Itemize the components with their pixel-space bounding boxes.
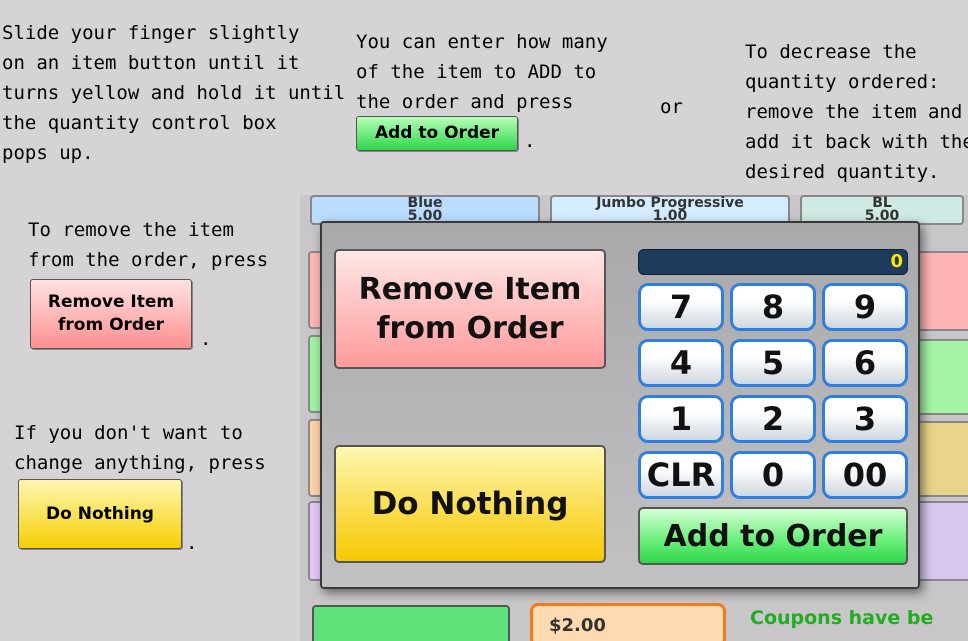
key-00[interactable]: 00: [822, 451, 908, 499]
key-5[interactable]: 5: [730, 339, 816, 387]
key-4[interactable]: 4: [638, 339, 724, 387]
example-remove-item-button: Remove Item from Order: [30, 279, 192, 349]
key-1[interactable]: 1: [638, 395, 724, 443]
period: .: [186, 532, 198, 554]
key-clr[interactable]: CLR: [638, 451, 724, 499]
key-8[interactable]: 8: [730, 283, 816, 331]
key-9[interactable]: 9: [822, 283, 908, 331]
period: .: [200, 328, 212, 350]
quantity-display: 0: [638, 249, 908, 275]
item-tile-right-green[interactable]: [916, 339, 968, 415]
remove-item-button[interactable]: Remove Item from Order: [334, 249, 606, 369]
key-6[interactable]: 6: [822, 339, 908, 387]
nothing-instruction: If you don't want to change anything, pr…: [14, 422, 266, 474]
key-2[interactable]: 2: [730, 395, 816, 443]
item-tile-bl[interactable]: BL 5.00: [800, 195, 964, 225]
bottom-green-button[interactable]: [312, 605, 510, 641]
slide-instruction: Slide your finger slightly on an item bu…: [2, 22, 346, 164]
add-to-order-button[interactable]: Add to Order: [638, 507, 908, 565]
or-text: or: [660, 96, 683, 118]
coupon-message: Coupons have be: [750, 607, 934, 629]
key-7[interactable]: 7: [638, 283, 724, 331]
key-0[interactable]: 0: [730, 451, 816, 499]
item-tile-right-red[interactable]: [916, 251, 968, 331]
do-nothing-button[interactable]: Do Nothing: [334, 445, 606, 563]
quantity-control-dialog: Remove Item from Order Do Nothing 0 7 8 …: [320, 221, 920, 589]
item-tile-blue[interactable]: Blue 5.00: [310, 195, 540, 225]
add-instruction: You can enter how many of the item to AD…: [356, 31, 608, 113]
item-tile-right-purple[interactable]: [916, 501, 968, 581]
item-tile-jumbo-progressive[interactable]: Jumbo Progressive 1.00: [550, 195, 790, 225]
period: .: [524, 130, 536, 152]
example-do-nothing-button: Do Nothing: [18, 479, 182, 549]
price-total: $2.00: [530, 603, 726, 641]
decrease-instruction: To decrease the quantity ordered: remove…: [745, 41, 968, 183]
example-add-to-order-button: Add to Order: [356, 116, 518, 151]
key-3[interactable]: 3: [822, 395, 908, 443]
item-tile-right-yellow[interactable]: [916, 421, 968, 497]
remove-instruction: To remove the item from the order, press: [28, 219, 269, 271]
